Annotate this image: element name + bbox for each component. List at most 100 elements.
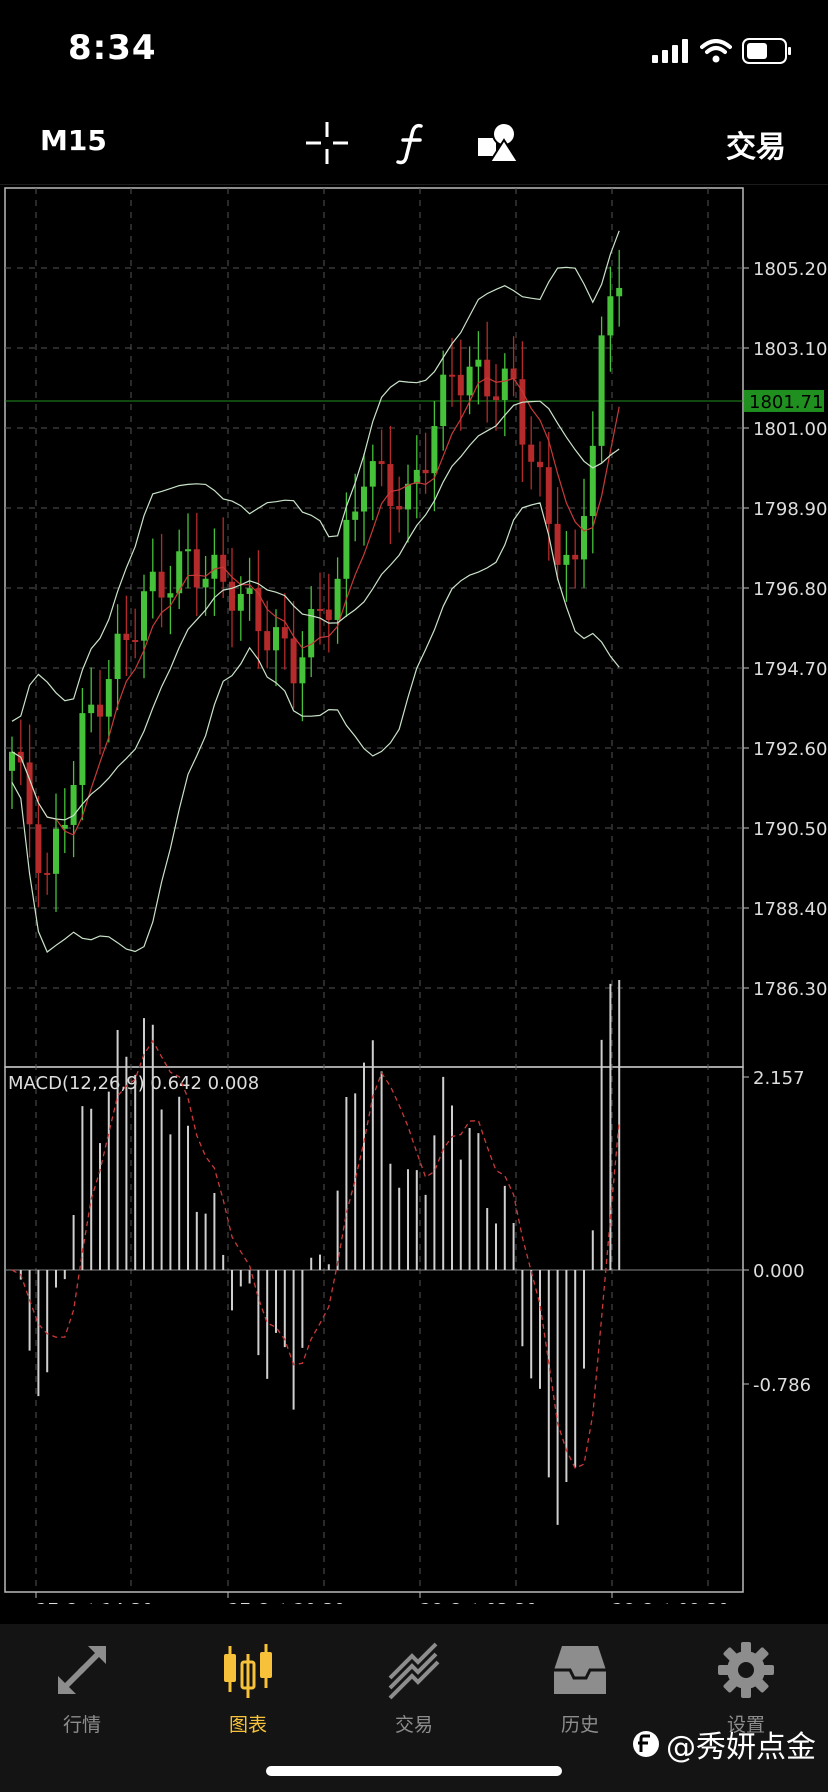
candle-body xyxy=(334,578,341,620)
main-chart-frame xyxy=(4,187,744,1068)
candle-body xyxy=(88,704,95,714)
candle-body xyxy=(158,571,165,598)
price-label: 1796.80 xyxy=(753,579,827,600)
timeframe-button[interactable]: M15 xyxy=(40,124,107,157)
candle-body xyxy=(97,704,103,717)
indicator-label: MACD(12,26,9) 0.642 0.008 xyxy=(8,1073,259,1094)
candle-body xyxy=(510,368,517,380)
price-label: 1803.10 xyxy=(753,339,827,360)
price-label: 1798.90 xyxy=(753,499,827,520)
objects-icon[interactable] xyxy=(474,118,524,168)
candle-body xyxy=(537,461,543,468)
candle-body xyxy=(466,366,473,396)
price-label: 1788.40 xyxy=(753,899,827,920)
candle-body xyxy=(449,374,455,377)
tab-history-label: 历史 xyxy=(560,1714,599,1736)
candle-body xyxy=(9,751,15,771)
candle-body xyxy=(475,359,482,367)
history-icon xyxy=(554,1646,606,1694)
candle-body xyxy=(361,486,367,512)
watermark-text: @秀妍点金 xyxy=(666,1730,816,1765)
quotes-icon xyxy=(58,1646,106,1694)
tab-trade-label: 交易 xyxy=(394,1714,433,1736)
candle-body xyxy=(220,554,227,582)
candle-body xyxy=(308,608,315,658)
wifi-icon xyxy=(700,39,732,63)
candle-body xyxy=(211,554,218,579)
price-label: 1790.50 xyxy=(753,819,827,840)
candle-body xyxy=(202,578,209,588)
status-icons xyxy=(652,36,792,66)
macd-frame xyxy=(4,1066,744,1593)
candle-body xyxy=(246,588,253,594)
macd-signal-line xyxy=(11,1039,620,1469)
candle-body xyxy=(70,784,77,825)
candle-body xyxy=(422,469,429,474)
candle-body xyxy=(378,461,385,465)
candle-body xyxy=(132,640,139,643)
candle-body xyxy=(61,824,68,829)
tab-chart-label: 图表 xyxy=(228,1714,267,1736)
tab-quotes[interactable]: 行情 xyxy=(17,1640,147,1750)
candle-body xyxy=(229,581,235,611)
tab-chart[interactable]: 图表 xyxy=(183,1640,313,1750)
candle-body xyxy=(141,591,147,641)
time-label: 27 Oct 14:30 xyxy=(36,1600,153,1604)
candle-body xyxy=(237,593,244,611)
bollinger-middle-line xyxy=(11,400,620,821)
tab-trade[interactable]: 交易 xyxy=(349,1640,479,1750)
candle-body xyxy=(352,511,359,520)
candle-body xyxy=(431,426,438,474)
candle-body xyxy=(493,396,499,401)
candle-body xyxy=(255,588,262,632)
price-label: 1794.70 xyxy=(753,659,827,680)
candle-body xyxy=(317,608,323,611)
price-chart[interactable]: 1805.20 1803.10 1801.00 1798.90 1796.80 1794.… xyxy=(0,184,828,1604)
signal-icon xyxy=(652,39,688,63)
candle-body xyxy=(26,762,33,825)
candle-body xyxy=(387,464,394,507)
candle-body xyxy=(167,593,174,598)
candle-body xyxy=(413,469,420,484)
indicators-icon[interactable] xyxy=(388,118,438,168)
candle-body xyxy=(519,379,526,445)
candle-body xyxy=(193,549,200,588)
time-label: 28 Oct 03:30 xyxy=(420,1600,537,1604)
time-label: 27 Oct 20:30 xyxy=(228,1600,345,1604)
candle-body xyxy=(343,519,350,579)
trade-button[interactable]: 交易 xyxy=(726,130,786,165)
battery-icon xyxy=(742,38,791,64)
candle-body xyxy=(607,296,614,336)
candle-body xyxy=(299,657,306,684)
price-label: 1805.20 xyxy=(753,259,827,280)
candle-body xyxy=(176,551,183,594)
chart-icon xyxy=(224,1644,272,1698)
home-indicator xyxy=(266,1766,562,1776)
macd-scale-label: 0.000 xyxy=(753,1261,805,1282)
tab-history[interactable]: 历史 xyxy=(515,1640,645,1750)
candle-body xyxy=(79,713,86,785)
moving-average-line xyxy=(11,377,620,836)
candle-body xyxy=(501,368,508,401)
tab-settings[interactable]: 设置 xyxy=(681,1640,811,1750)
candle-body xyxy=(554,523,561,565)
candle-body xyxy=(598,335,605,446)
candle-body xyxy=(545,467,552,524)
candle-body xyxy=(369,461,376,487)
candle-body xyxy=(264,631,271,651)
candle-body xyxy=(149,571,156,592)
candle-body xyxy=(405,483,411,510)
crosshair-icon[interactable] xyxy=(302,118,352,168)
status-bar: 8:34 xyxy=(0,0,828,100)
price-label: 1792.60 xyxy=(753,739,827,760)
candle-body xyxy=(44,872,51,875)
macd-scale-label: 2.157 xyxy=(753,1068,805,1089)
settings-icon xyxy=(718,1642,774,1698)
bollinger-upper-line xyxy=(11,230,620,722)
chart-toolbar: M15 交易 xyxy=(0,100,828,185)
tab-bar: 行情 图表 交易 历史 xyxy=(0,1624,828,1792)
trade-icon xyxy=(388,1642,440,1700)
macd-scale-label: -0.786 xyxy=(753,1375,811,1396)
tab-settings-label: 设置 xyxy=(726,1714,765,1736)
candle-body xyxy=(281,627,288,639)
